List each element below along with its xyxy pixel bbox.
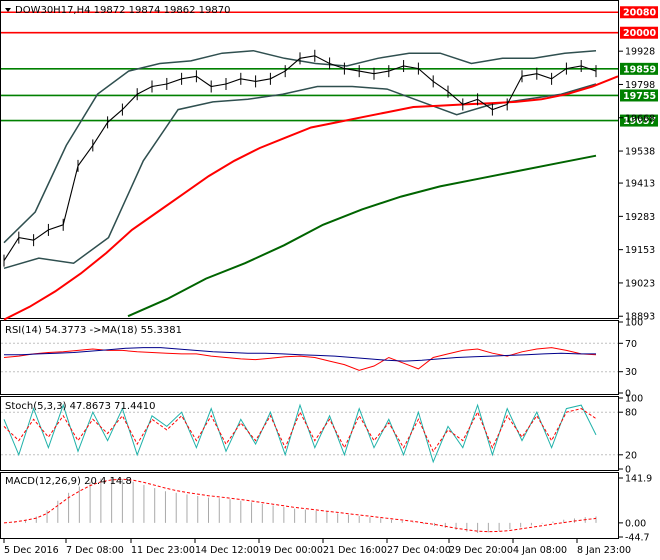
time-tick-label: 14 Dec 12:00 — [195, 545, 259, 556]
panel-frames — [0, 0, 619, 539]
rsi-ma-line — [4, 347, 596, 362]
rsi-levels — [1, 342, 618, 373]
ma-green-line — [127, 154, 597, 318]
price-title: DOW30H17,H4 19872 19874 19862 19870 — [15, 5, 230, 16]
time-tick-label: 11 Dec 23:00 — [131, 545, 195, 556]
rsi-axis-tick-label: 70 — [625, 339, 637, 350]
stoch-panel: 100 80 20 0 Stoch(5,3,3) 47.8673 71.4410 — [1, 394, 643, 476]
price-axis-tick-label: 19023 — [625, 278, 655, 289]
macd-title: MACD(12,26,9) 20.4 14.8 — [5, 476, 132, 487]
macd-axis: 141.9 0.00 -44.7 — [619, 474, 652, 544]
time-tick-label: 4 Jan 08:00 — [513, 545, 567, 556]
ma-red-line — [3, 75, 619, 321]
price-axis-tick-label: 19413 — [625, 179, 655, 190]
price-axis-tick-label: 19283 — [625, 212, 655, 223]
moving-averages — [3, 75, 619, 321]
level-label: 19859 — [623, 64, 656, 75]
macd-histogram — [14, 478, 597, 533]
macd-signal — [3, 478, 597, 533]
level-label: 19657 — [623, 116, 656, 127]
level-label-box — [620, 6, 658, 19]
price-panel: 20080 20000 19859 19755 19657 19928 19798 1966… — [1, 5, 658, 323]
stoch-d-line — [3, 408, 597, 453]
macd-signal-line — [3, 478, 597, 533]
stoch-axis-tick-label: 20 — [625, 450, 637, 461]
level-label: 20000 — [623, 28, 656, 39]
band-lower-line — [3, 83, 597, 270]
stoch-levels — [1, 411, 618, 456]
price-axis-tick-label: 19668 — [625, 113, 655, 124]
triangle-icon — [5, 8, 11, 12]
price-series — [3, 49, 597, 267]
price-panel-frame — [0, 0, 619, 319]
bollinger-bands — [3, 49, 597, 270]
macd-panel-frame — [0, 472, 619, 539]
price-axis-tick-label: 19538 — [625, 147, 655, 158]
rsi-lines — [3, 347, 597, 371]
stoch-panel-frame — [0, 396, 619, 471]
macd-axis-tick-label: 141.9 — [625, 474, 652, 485]
time-tick-label: 29 Dec 20:00 — [449, 545, 513, 556]
horizontal-levels: 20080 20000 19859 19755 19657 — [1, 6, 658, 127]
rsi-axis-tick-label: 0 — [625, 389, 631, 400]
time-tick-label: 19 Dec 00:00 — [259, 545, 323, 556]
stoch-axis-tick-label: 80 — [625, 408, 637, 419]
time-tick-label: 21 Dec 16:00 — [323, 545, 387, 556]
price-axis-tick-label: 19153 — [625, 245, 655, 256]
time-tick-label: 27 Dec 04:00 — [387, 545, 451, 556]
level-label-box — [620, 114, 658, 127]
price-line — [3, 55, 597, 261]
level-label-box — [620, 62, 658, 75]
stoch-axis-tick-label: 100 — [625, 394, 643, 405]
rsi-panel-frame — [0, 320, 619, 395]
price-axis-tick-label: 19798 — [625, 80, 655, 91]
rsi-axis: 100 70 30 0 — [619, 318, 643, 400]
macd-axis-tick-label: -44.7 — [625, 533, 650, 544]
level-label: 20080 — [623, 8, 656, 19]
level-label-box — [620, 26, 658, 39]
macd-axis-tick-label: 0.00 — [625, 518, 646, 529]
time-tick-label: 5 Dec 2016 — [4, 545, 59, 556]
stoch-k-line — [3, 403, 597, 464]
level-label-box — [620, 89, 658, 102]
rsi-title: RSI(14) 54.3773 ->MA(18) 55.3381 — [5, 325, 182, 336]
rsi-axis-tick-label: 100 — [625, 318, 643, 329]
price-axis-tick-label: 18893 — [625, 312, 655, 323]
stoch-axis-tick-label: 0 — [625, 465, 631, 476]
time-axis: 5 Dec 2016 7 Dec 08:00 11 Dec 23:00 14 Dec … — [3, 539, 631, 556]
price-axis: 19928 19798 19668 19538 19413 19283 19153 19023… — [619, 47, 655, 323]
stoch-title: Stoch(5,3,3) 47.8673 71.4410 — [5, 401, 156, 412]
time-tick-label: 7 Dec 08:00 — [66, 545, 124, 556]
macd-panel: 141.9 0.00 -44.7 MACD(12,26,9) 20.4 14.8 — [3, 474, 652, 544]
time-tick-label: 8 Jan 23:00 — [577, 545, 631, 556]
price-title-group: DOW30H17,H4 19872 19874 19862 19870 — [5, 5, 230, 16]
level-label: 19755 — [623, 91, 656, 102]
stoch-lines — [3, 403, 597, 464]
price-axis-tick-label: 19928 — [625, 47, 655, 58]
rsi-panel: 100 70 30 0 RSI(14) 54.3773 ->MA(18) 55.338… — [1, 318, 643, 400]
rsi-axis-tick-label: 30 — [625, 367, 637, 378]
stoch-axis: 100 80 20 0 — [619, 394, 643, 476]
